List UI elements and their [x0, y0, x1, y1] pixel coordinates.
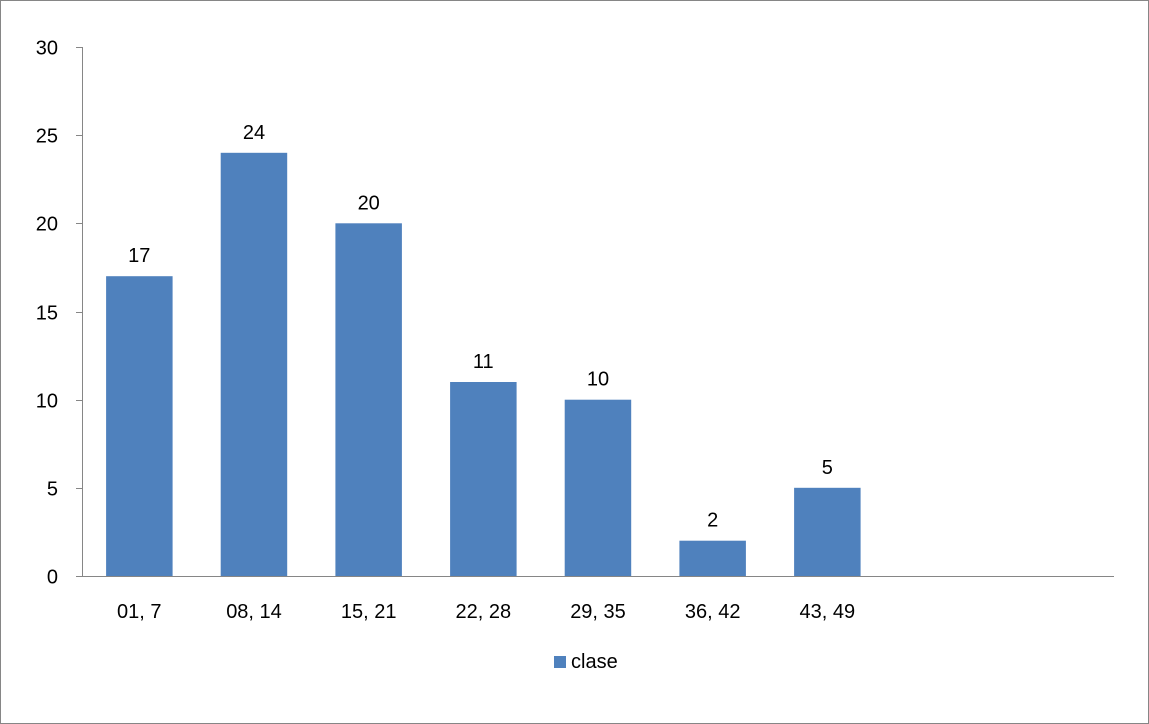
legend-label: clase — [571, 651, 618, 673]
y-axis: 0 5 10 15 20 25 30 — [36, 38, 83, 589]
x-tick-label: 08, 14 — [226, 601, 282, 623]
y-tick-label: 10 — [36, 391, 58, 413]
bar — [220, 152, 288, 577]
bar — [106, 276, 173, 576]
x-tick-label: 43, 49 — [799, 601, 855, 623]
data-labels: 17 24 20 11 10 2 5 — [128, 122, 833, 532]
bar — [564, 399, 632, 576]
legend-swatch — [554, 656, 566, 668]
x-tick-label: 22, 28 — [455, 601, 511, 623]
y-tick-label: 0 — [47, 567, 58, 589]
bar — [794, 487, 861, 576]
data-label: 2 — [707, 510, 718, 532]
y-tick-label: 30 — [36, 38, 58, 60]
y-tick-label: 20 — [36, 214, 58, 236]
bar — [335, 223, 402, 577]
data-label: 20 — [358, 192, 380, 214]
bar-series — [106, 152, 861, 577]
x-tick-label: 01, 7 — [117, 601, 161, 623]
data-label: 5 — [822, 457, 833, 479]
x-tick-label: 15, 21 — [341, 601, 397, 623]
data-label: 11 — [473, 351, 494, 373]
y-tick-label: 15 — [36, 303, 58, 325]
x-tick-label: 36, 42 — [685, 601, 741, 623]
legend: clase — [554, 651, 618, 673]
data-label: 24 — [243, 122, 265, 144]
x-axis: 01, 7 08, 14 15, 21 22, 28 29, 35 36, 42 43, 4… — [82, 576, 1114, 623]
bar — [679, 540, 746, 576]
bar — [450, 382, 517, 576]
data-label: 10 — [587, 369, 609, 391]
y-tick-label: 25 — [36, 126, 58, 148]
data-label: 17 — [128, 245, 150, 267]
x-tick-label: 29, 35 — [570, 601, 626, 623]
y-tick-label: 5 — [47, 479, 58, 501]
